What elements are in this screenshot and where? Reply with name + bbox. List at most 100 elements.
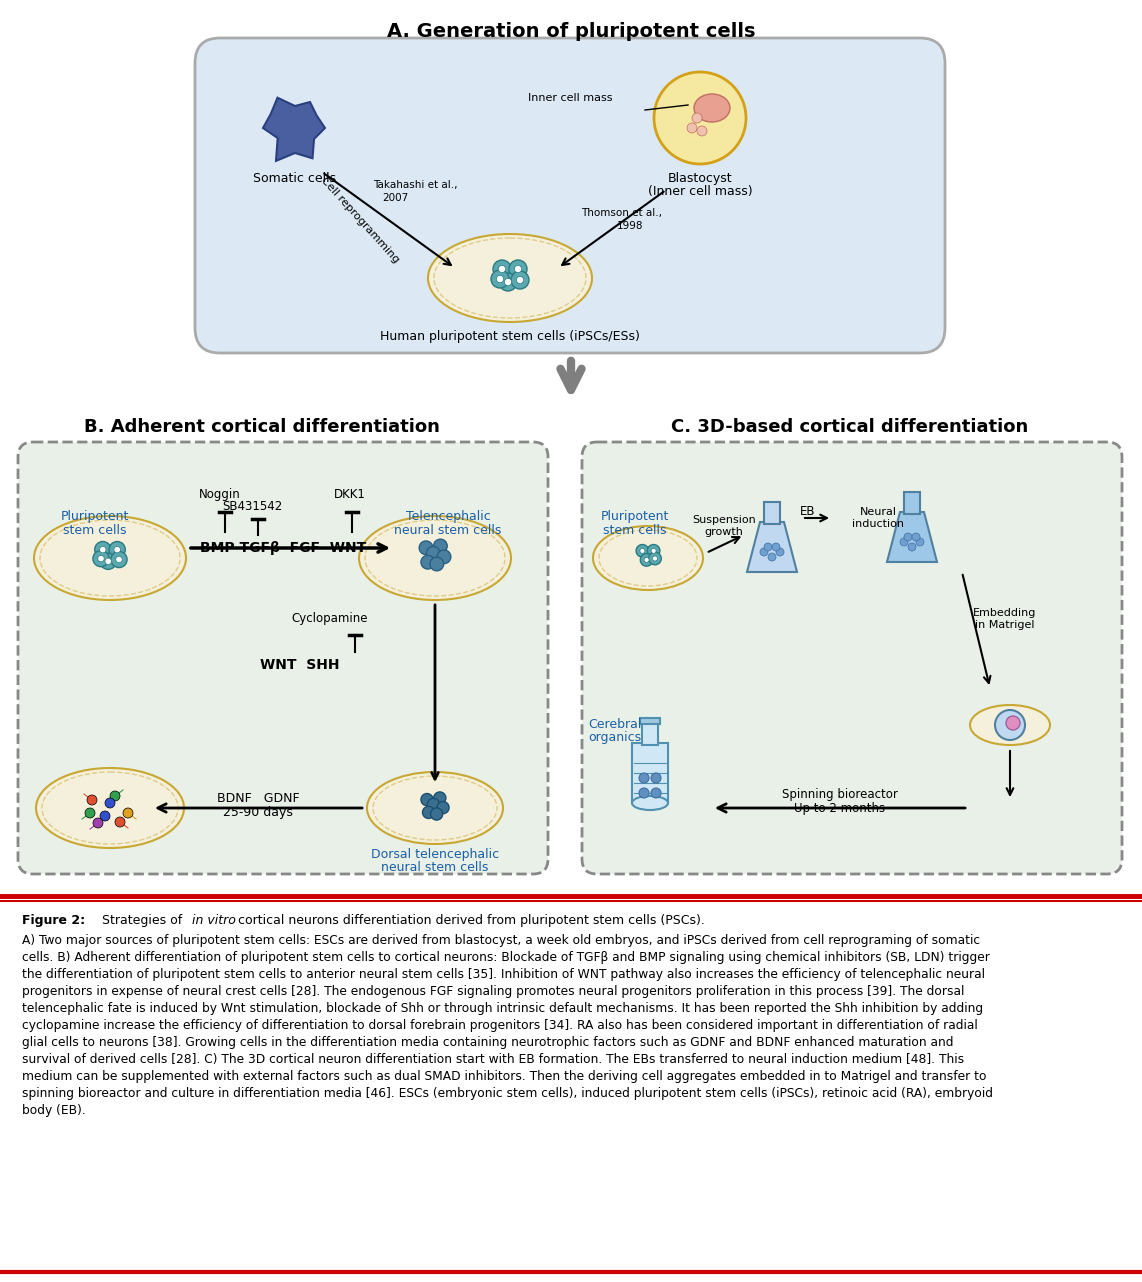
Circle shape [105, 797, 115, 808]
Text: stem cells: stem cells [63, 524, 127, 537]
Ellipse shape [970, 705, 1049, 745]
FancyBboxPatch shape [582, 442, 1121, 874]
Text: growth: growth [705, 527, 743, 537]
Circle shape [105, 558, 112, 564]
Bar [632, 744, 668, 803]
Text: neural stem cells: neural stem cells [394, 524, 501, 537]
Circle shape [687, 123, 697, 133]
Circle shape [759, 547, 769, 556]
Circle shape [904, 533, 912, 541]
Text: BMP TGFβ  FGF  WNT: BMP TGFβ FGF WNT [200, 541, 367, 555]
Ellipse shape [632, 796, 668, 810]
Circle shape [509, 260, 526, 278]
Text: induction: induction [852, 519, 904, 529]
Text: B. Adherent cortical differentiation: B. Adherent cortical differentiation [85, 418, 440, 436]
Circle shape [651, 773, 661, 783]
Ellipse shape [34, 515, 186, 600]
Text: Telencephalic: Telencephalic [405, 510, 490, 523]
Text: EB: EB [801, 505, 815, 518]
Text: Blastocyst: Blastocyst [668, 172, 732, 185]
Text: Suspension: Suspension [692, 515, 756, 526]
Text: Noggin: Noggin [199, 488, 241, 501]
Circle shape [697, 126, 707, 136]
Circle shape [98, 555, 104, 562]
Circle shape [111, 551, 127, 568]
Circle shape [764, 544, 772, 551]
Text: Spinning bioreactor: Spinning bioreactor [782, 788, 898, 801]
Text: Up to 2 months: Up to 2 months [795, 803, 885, 815]
Polygon shape [887, 512, 936, 562]
FancyBboxPatch shape [195, 38, 944, 353]
Bar [764, 503, 780, 524]
Text: A) Two major sources of pluripotent stem cells: ESCs are derived from blastocyst: A) Two major sources of pluripotent stem… [22, 935, 980, 947]
Text: Takahashi et al.,: Takahashi et al., [373, 179, 458, 190]
Circle shape [419, 541, 433, 555]
Circle shape [908, 544, 916, 551]
Circle shape [772, 544, 780, 551]
Text: Thomson et al.,: Thomson et al., [581, 208, 662, 218]
Circle shape [692, 113, 702, 123]
Text: progenitors in expense of neural crest cells [28]. The endogenous FGF signaling : progenitors in expense of neural crest c… [22, 985, 964, 997]
Circle shape [100, 812, 110, 820]
Text: 2007: 2007 [383, 194, 408, 203]
Circle shape [497, 276, 504, 282]
Circle shape [426, 546, 440, 560]
Circle shape [769, 553, 777, 562]
Circle shape [85, 808, 95, 818]
Text: in vitro: in vitro [192, 914, 236, 927]
Circle shape [93, 550, 110, 567]
Text: C. 3D-based cortical differentiation: C. 3D-based cortical differentiation [671, 418, 1029, 436]
Text: Somatic cells: Somatic cells [254, 172, 337, 185]
Circle shape [651, 788, 661, 797]
Circle shape [93, 818, 103, 828]
Text: glial cells to neurons [38]. Growing cells in the differentiation media containi: glial cells to neurons [38]. Growing cel… [22, 1036, 954, 1049]
Circle shape [123, 808, 132, 818]
Bar [904, 492, 920, 514]
Ellipse shape [359, 515, 510, 600]
Circle shape [423, 806, 435, 818]
Circle shape [640, 549, 645, 554]
Circle shape [516, 277, 523, 283]
Circle shape [995, 710, 1026, 740]
Circle shape [431, 808, 443, 820]
Circle shape [114, 546, 120, 553]
Circle shape [636, 545, 649, 558]
Circle shape [510, 271, 529, 288]
Text: cyclopamine increase the efficiency of differentiation to dorsal forebrain proge: cyclopamine increase the efficiency of d… [22, 1019, 978, 1032]
Circle shape [491, 271, 509, 288]
Circle shape [644, 558, 649, 563]
Circle shape [514, 265, 522, 273]
Circle shape [99, 546, 106, 553]
Text: Cyclopamine: Cyclopamine [291, 612, 368, 626]
Ellipse shape [593, 526, 703, 590]
Text: Strategies of: Strategies of [102, 914, 186, 927]
Text: 25-90 days: 25-90 days [223, 806, 293, 819]
Text: Dorsal telencephalic: Dorsal telencephalic [371, 847, 499, 862]
Text: stem cells: stem cells [603, 524, 667, 537]
Circle shape [652, 556, 658, 562]
Circle shape [434, 792, 445, 804]
Text: Cerebral: Cerebral [588, 718, 642, 731]
Text: Figure 2:: Figure 2: [22, 914, 86, 927]
Text: Pluripotent: Pluripotent [61, 510, 129, 523]
Text: cortical neurons differentiation derived from pluripotent stem cells (PSCs).: cortical neurons differentiation derived… [234, 914, 705, 927]
Circle shape [95, 541, 111, 558]
Text: A. Generation of pluripotent cells: A. Generation of pluripotent cells [387, 22, 755, 41]
Bar [640, 718, 660, 724]
Text: Neural: Neural [860, 506, 896, 517]
Circle shape [1006, 717, 1020, 729]
Circle shape [900, 538, 908, 546]
Circle shape [434, 540, 448, 553]
Ellipse shape [428, 235, 592, 322]
Circle shape [499, 273, 517, 291]
Circle shape [437, 550, 451, 564]
Text: Embedding: Embedding [973, 608, 1037, 618]
Circle shape [777, 547, 785, 556]
Ellipse shape [367, 772, 502, 844]
Text: telencephalic fate is induced by Wnt stimulation, blockade of Shh or through int: telencephalic fate is induced by Wnt sti… [22, 1003, 983, 1015]
Text: DKK1: DKK1 [335, 488, 365, 501]
Text: BDNF   GDNF: BDNF GDNF [217, 792, 299, 805]
Text: SB431542: SB431542 [222, 500, 282, 513]
Circle shape [649, 553, 661, 565]
Circle shape [421, 555, 435, 569]
